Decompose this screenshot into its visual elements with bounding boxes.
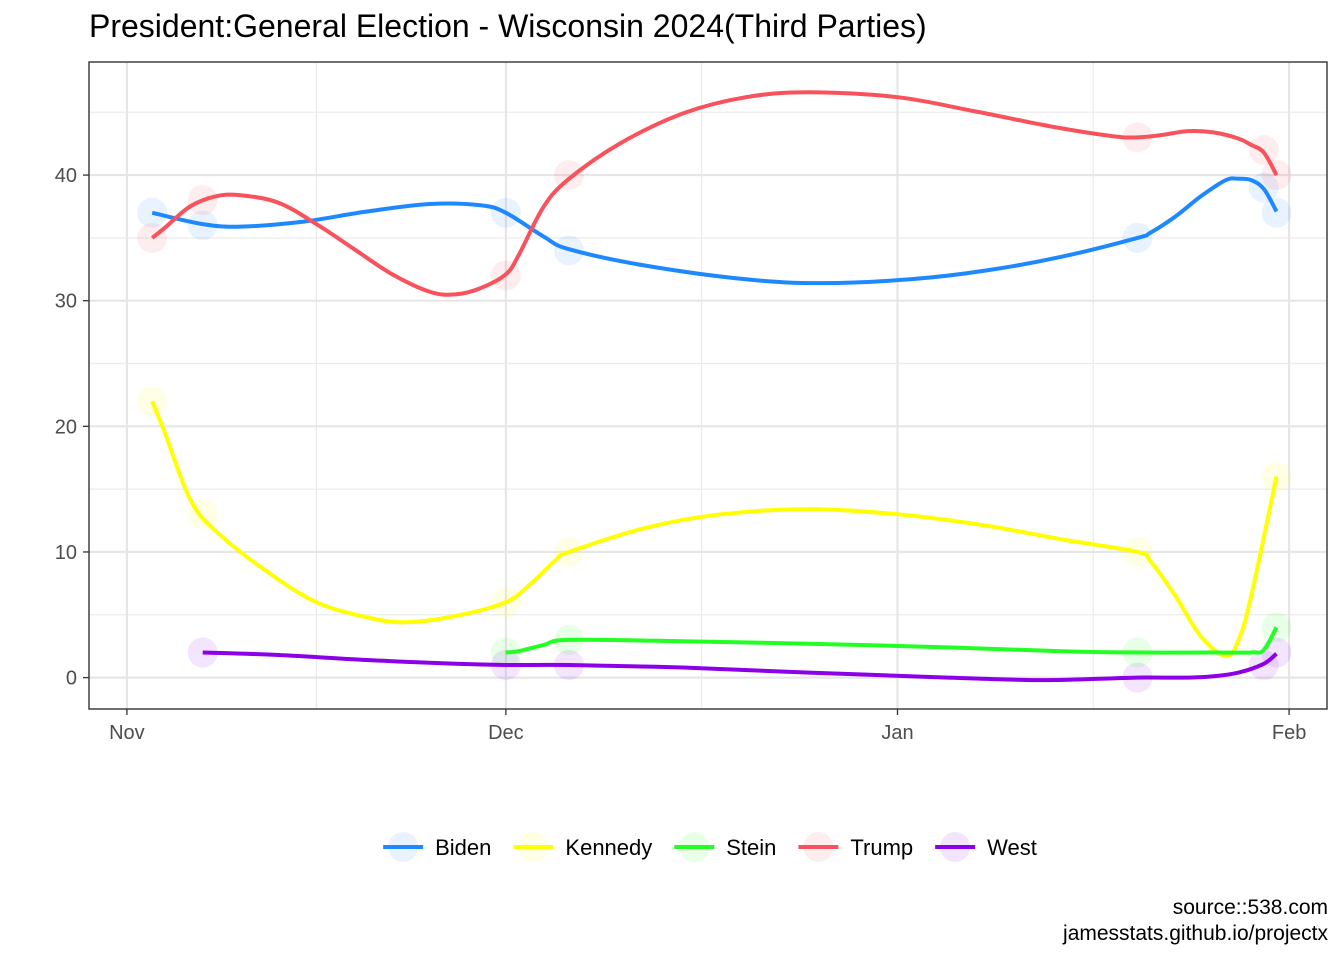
y-tick-label: 10 bbox=[55, 542, 77, 564]
west-poll-point bbox=[187, 637, 218, 668]
legend-label: Biden bbox=[435, 835, 491, 860]
x-tick-label: Feb bbox=[1272, 722, 1306, 744]
biden-poll-point bbox=[1261, 197, 1292, 228]
stein-trend-line bbox=[505, 626, 1279, 655]
kennedy-trend-line bbox=[150, 400, 1279, 659]
legend-item-biden: Biden bbox=[383, 832, 491, 862]
caption-source: source::538.com bbox=[1172, 896, 1328, 919]
biden-poll-point bbox=[137, 197, 168, 228]
legend-item-trump: Trump bbox=[798, 832, 913, 862]
data-points bbox=[137, 122, 1292, 693]
axis-ticks: 0 10 20 30 40 Nov Dec Jan Feb bbox=[55, 165, 1307, 744]
legend-label: West bbox=[987, 835, 1037, 860]
legend-item-stein: Stein bbox=[674, 832, 776, 862]
west-trend-line bbox=[202, 650, 1278, 683]
chart-title: President:General Election - Wisconsin 2… bbox=[89, 8, 927, 44]
legend-item-west: West bbox=[935, 832, 1037, 862]
biden-trend-line bbox=[151, 176, 1279, 286]
grid-minor bbox=[89, 62, 1327, 709]
x-tick-label: Jan bbox=[881, 722, 913, 744]
kennedy-poll-point bbox=[1261, 461, 1292, 492]
legend-item-kennedy: Kennedy bbox=[513, 832, 652, 862]
caption-site: jamesstats.github.io/projectx bbox=[1063, 922, 1328, 945]
trend-lines bbox=[150, 90, 1279, 683]
legend-label: Trump bbox=[850, 835, 913, 860]
trump-trend-line bbox=[150, 90, 1279, 297]
legend-label: Kennedy bbox=[565, 835, 652, 860]
stein-poll-point bbox=[490, 637, 521, 668]
y-tick-label: 0 bbox=[66, 668, 77, 690]
y-tick-label: 30 bbox=[55, 291, 77, 313]
plot-border bbox=[88, 61, 1328, 710]
legend-label: Stein bbox=[726, 835, 776, 860]
x-tick-label: Dec bbox=[488, 722, 524, 744]
y-tick-label: 40 bbox=[55, 165, 77, 187]
x-tick-label: Nov bbox=[109, 722, 145, 744]
legend: Biden Kennedy Stein Trump West bbox=[383, 832, 1037, 862]
kennedy-poll-point bbox=[137, 386, 168, 417]
y-tick-label: 20 bbox=[55, 416, 77, 438]
grid-major bbox=[89, 62, 1327, 709]
